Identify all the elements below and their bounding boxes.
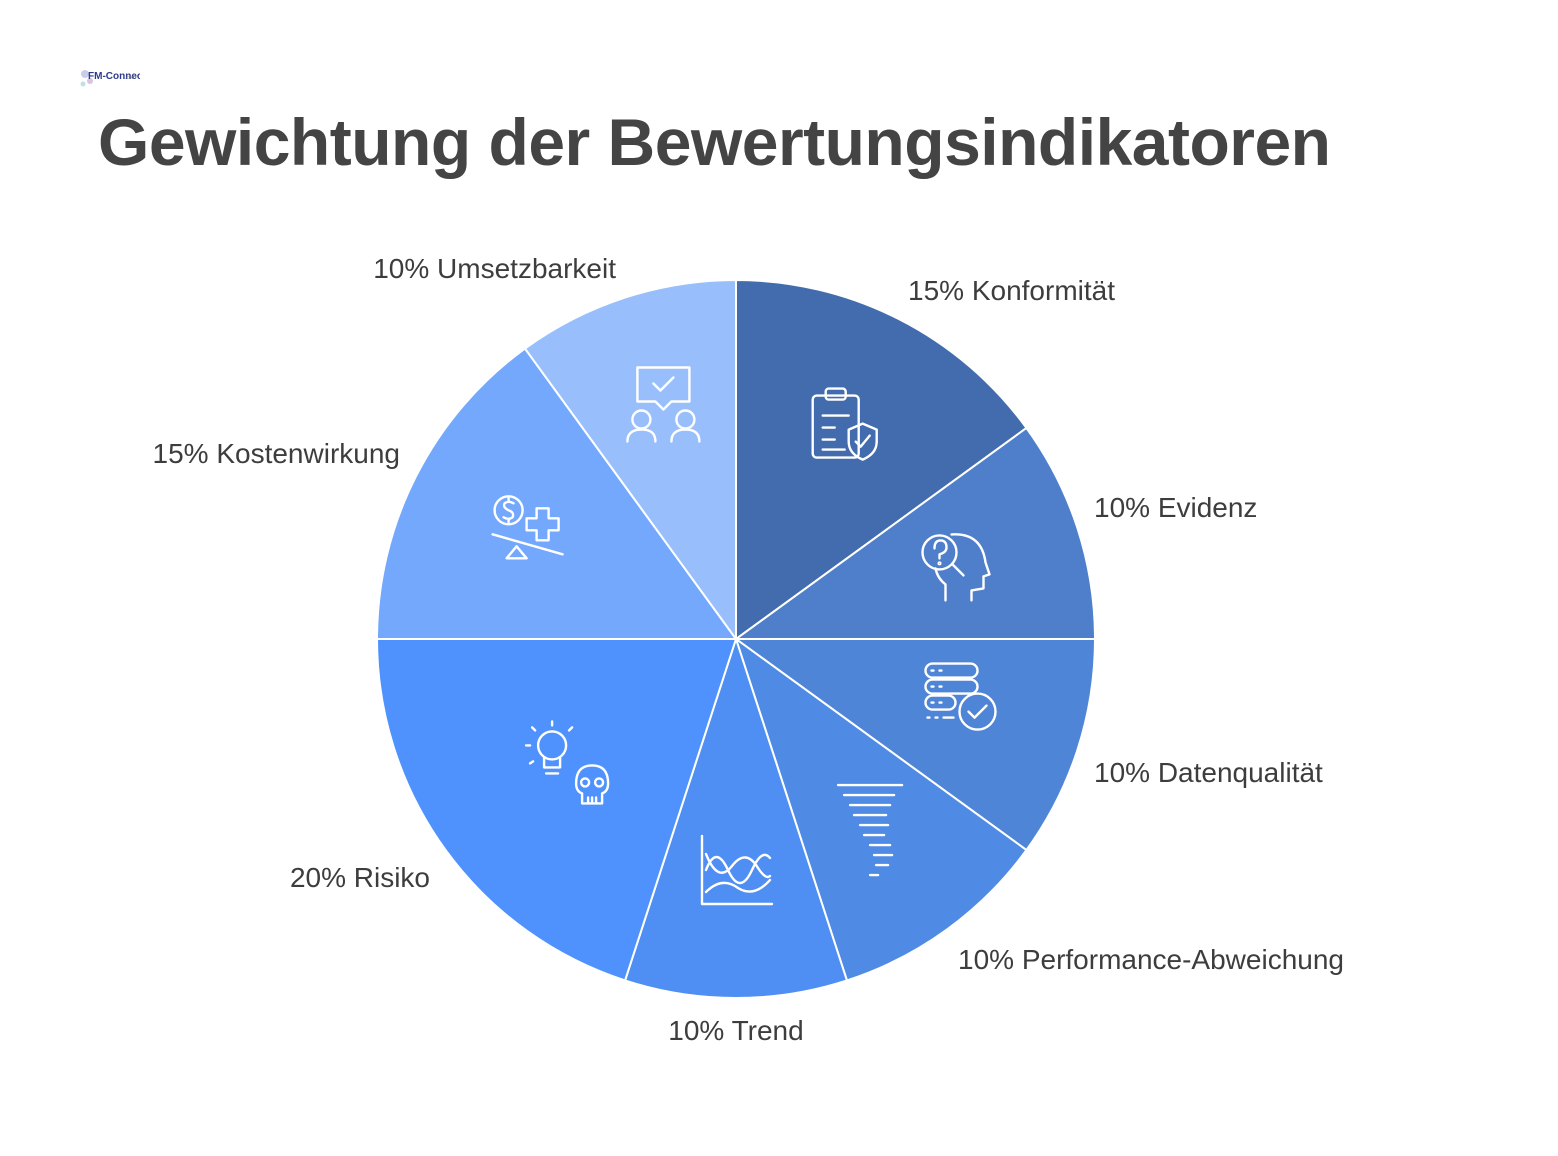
pie-slice-evidenz — [732, 426, 1097, 640]
pie-slice-kostenwirkung — [375, 347, 738, 640]
pie-labels: 15% Konformität 10% Evidenz 10% Datenquali… — [153, 253, 1344, 1046]
slice-label-performance-abweichung: 10% Performance-Abweichung — [958, 944, 1344, 975]
head-question-magnifier-icon — [921, 533, 991, 602]
pie-slice-trend — [623, 635, 849, 999]
slice-label-kostenwirkung: 15% Kostenwirkung — [153, 438, 400, 469]
slice-label-datenqualit-t: 10% Datenqualität — [1094, 757, 1323, 788]
people-speech-check-icon — [626, 366, 701, 443]
pie-slice-risiko — [375, 638, 738, 982]
slice-label-konformit-t: 15% Konformität — [908, 275, 1115, 306]
logo-suffix: .com — [125, 75, 136, 81]
pie-slice-performance-abweichung — [734, 636, 1028, 982]
pie-slice-umsetzbarkeit — [523, 278, 737, 643]
database-check-icon — [924, 662, 997, 731]
slice-label-umsetzbarkeit: 10% Umsetzbarkeit — [373, 253, 616, 284]
logo-text: FM-Connect — [88, 71, 140, 82]
clipboard-shield-icon — [811, 387, 878, 461]
bulb-skull-icon — [524, 720, 610, 805]
slice-label-evidenz: 10% Evidenz — [1094, 492, 1257, 523]
wave-chart-icon — [700, 834, 774, 906]
slice-label-trend: 10% Trend — [668, 1015, 803, 1046]
pie-slices — [375, 278, 1097, 999]
company-logo: FM-Connect .com — [78, 64, 146, 92]
pie-slice-datenqualit-t — [732, 638, 1097, 852]
cost-balance-icon — [491, 495, 564, 560]
pie-slice-konformit-t — [735, 278, 1028, 641]
pie-icons — [491, 366, 997, 906]
page-title: Gewichtung der Bewertungsindikatoren — [98, 105, 1331, 179]
tornado-icon — [836, 783, 904, 877]
slice-label-risiko: 20% Risiko — [290, 862, 430, 893]
